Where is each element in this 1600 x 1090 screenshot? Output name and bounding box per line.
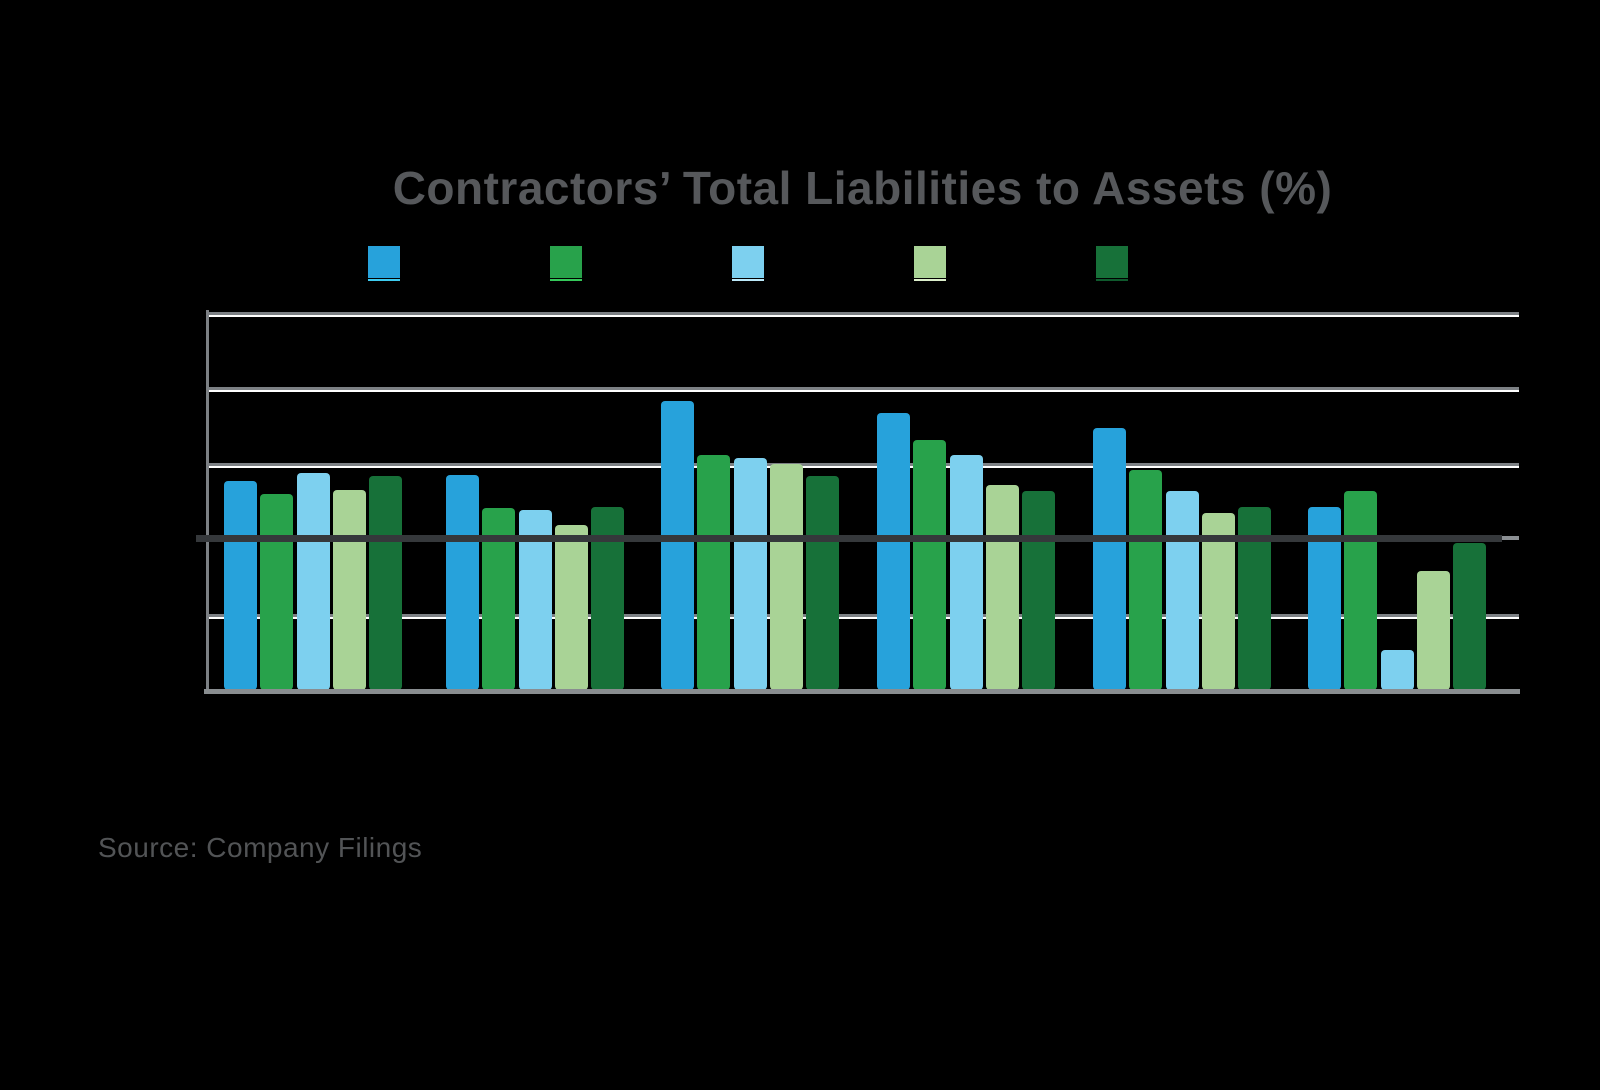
legend-swatch-series-3-light-blue <box>732 246 764 281</box>
bar-group2-series-1-blue <box>446 475 479 690</box>
bar-group1-series-5-dark-green <box>369 476 402 690</box>
bar-group5-series-3-light-blue <box>1166 491 1199 690</box>
legend-swatch-accent <box>550 279 582 281</box>
bar-group5-series-2-green <box>1129 470 1162 690</box>
bar-group1-series-3-light-blue <box>297 473 330 690</box>
gridline <box>206 463 1519 468</box>
y-axis-line <box>206 310 209 694</box>
gridline <box>206 614 1519 619</box>
bar-group6-series-3-light-blue <box>1381 650 1414 690</box>
bar-group3-series-3-light-blue <box>734 458 767 690</box>
bar-group4-series-1-blue <box>877 413 910 690</box>
bar-group3-series-5-dark-green <box>806 476 839 690</box>
bar-group4-series-2-green <box>913 440 946 690</box>
legend-swatch-accent <box>914 279 946 281</box>
bar-group3-series-4-light-green <box>770 464 803 690</box>
emphasized-gridline <box>196 535 1502 542</box>
bar-group5-series-1-blue <box>1093 428 1126 690</box>
legend-swatch-accent <box>368 279 400 281</box>
bar-group2-series-4-light-green <box>555 525 588 690</box>
legend-swatch-series-4-light-green <box>914 246 946 281</box>
bar-group6-series-4-light-green <box>1417 571 1450 690</box>
bar-group4-series-4-light-green <box>986 485 1019 690</box>
bar-group6-series-5-dark-green <box>1453 543 1486 690</box>
bar-group1-series-4-light-green <box>333 490 366 690</box>
bar-group4-series-3-light-blue <box>950 455 983 690</box>
gridline <box>206 387 1519 392</box>
x-axis-line <box>204 689 1520 694</box>
legend-swatch-accent <box>732 279 764 281</box>
chart-title: Contractors’ Total Liabilities to Assets… <box>392 162 1333 214</box>
legend-swatch-series-5-dark-green <box>1096 246 1128 281</box>
bar-group5-series-4-light-green <box>1202 513 1235 690</box>
legend-swatch-series-2-green <box>550 246 582 281</box>
source-note: Source: Company Filings <box>98 832 423 863</box>
emphasized-gridline-tick <box>1502 536 1519 540</box>
bar-group6-series-2-green <box>1344 491 1377 690</box>
bar-group3-series-2-green <box>697 455 730 690</box>
bar-group1-series-2-green <box>260 494 293 690</box>
bar-group3-series-1-blue <box>661 401 694 690</box>
bar-group4-series-5-dark-green <box>1022 491 1055 690</box>
bar-group1-series-1-blue <box>224 481 257 690</box>
legend-swatch-accent <box>1096 279 1128 281</box>
gridline <box>206 312 1519 317</box>
legend-swatch-series-1-blue <box>368 246 400 281</box>
